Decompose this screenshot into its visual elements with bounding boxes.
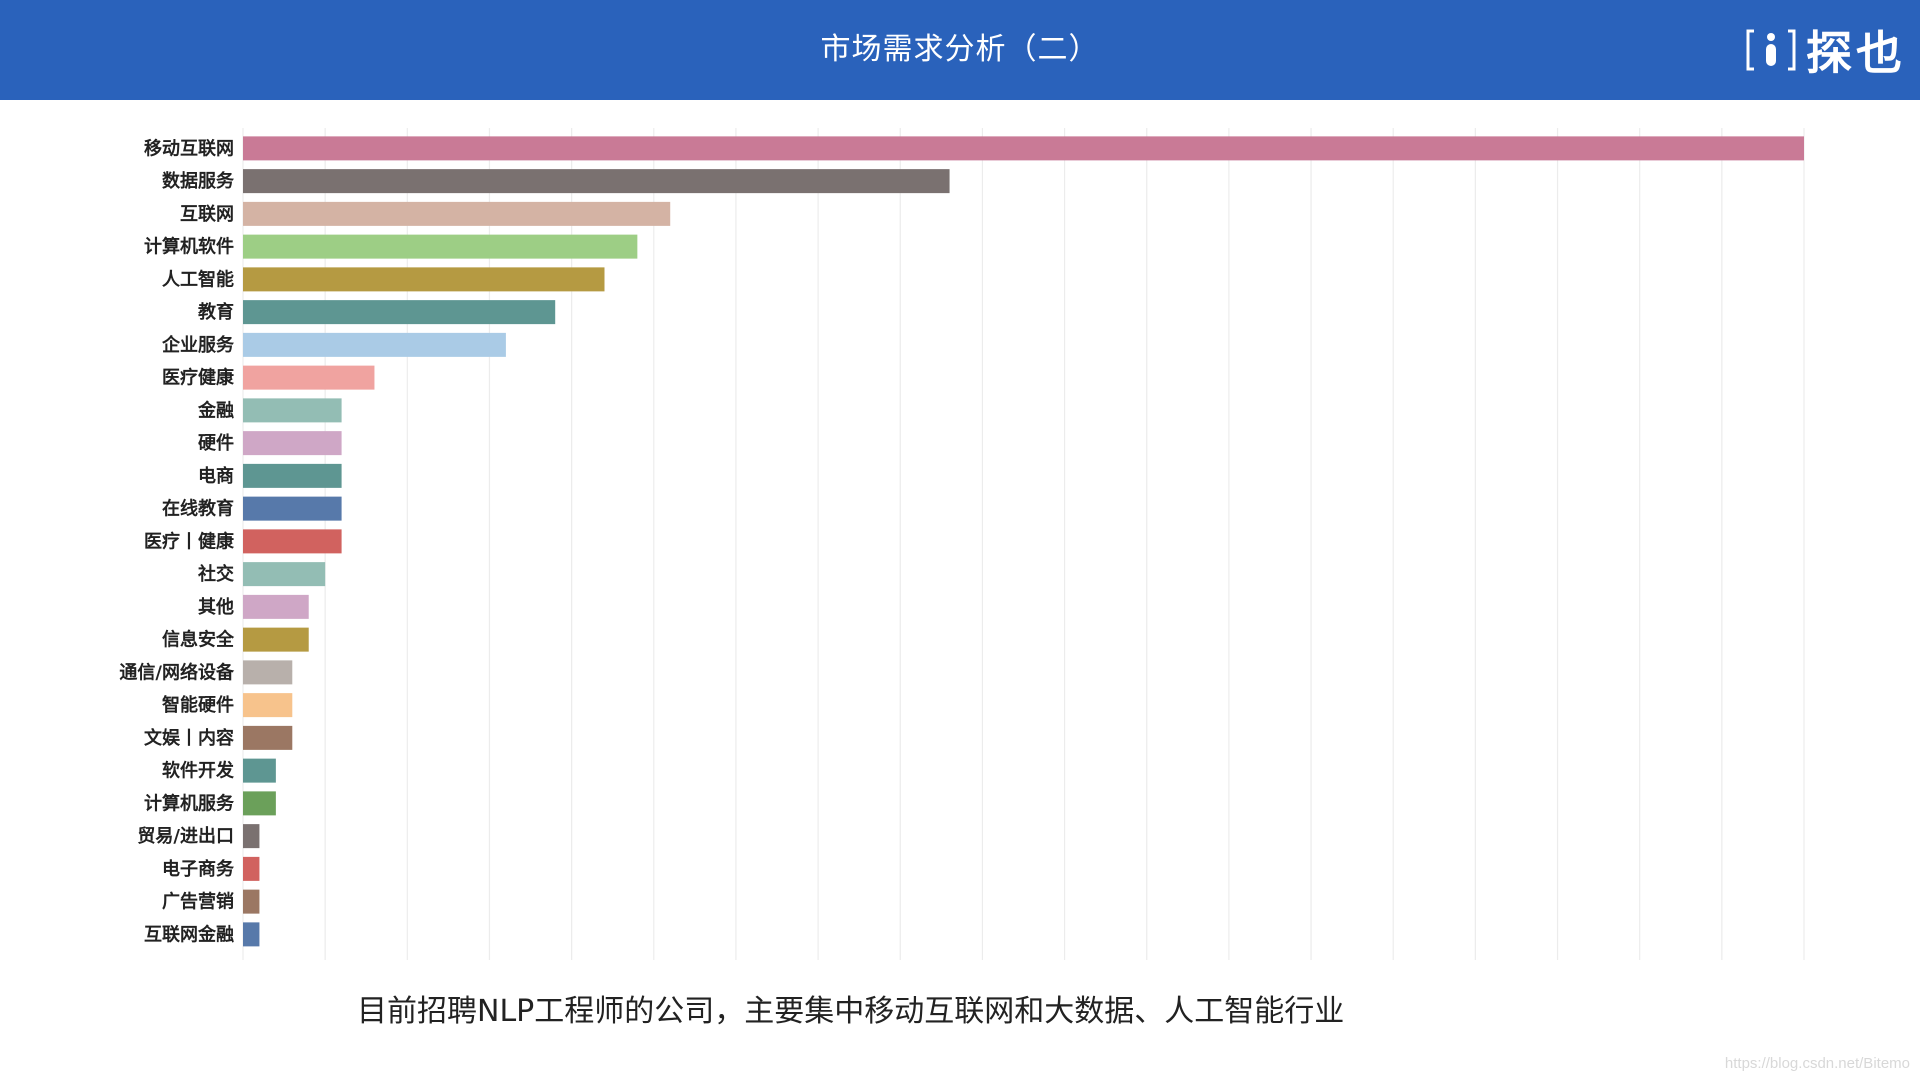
chart-svg: 移动互联网数据服务互联网计算机软件人工智能教育企业服务医疗健康金融硬件电商在线教…: [119, 128, 1805, 960]
page-title: 市场需求分析（二）: [820, 32, 1100, 67]
bar-3: [243, 234, 638, 259]
category-label: 互联网金融: [144, 923, 234, 945]
bar-19: [243, 758, 276, 783]
watermark: https://blog.csdn.net/Bitemo: [1724, 1055, 1910, 1072]
label-layer: 移动互联网数据服务互联网计算机软件人工智能教育企业服务医疗健康金融硬件电商在线教…: [119, 137, 235, 945]
bar-5: [243, 300, 556, 325]
category-label: 计算机软件: [144, 236, 234, 258]
bar-20: [243, 791, 276, 816]
category-label: 贸易/进出口: [137, 825, 234, 847]
bar-12: [243, 529, 342, 554]
category-label: 教育: [198, 301, 234, 323]
bar-21: [243, 824, 260, 849]
grid-layer: [242, 128, 1805, 960]
category-label: 互联网: [180, 204, 234, 225]
category-label: 人工智能: [162, 268, 234, 290]
category-label: 智能硬件: [162, 694, 234, 716]
bar-18: [243, 725, 293, 750]
bar-22: [243, 856, 260, 881]
category-label: 信息安全: [162, 629, 235, 651]
bar-2: [243, 201, 671, 226]
bar-13: [243, 562, 326, 587]
category-label: 数据服务: [162, 170, 235, 192]
bar-8: [243, 398, 342, 423]
category-label: 电子商务: [162, 858, 235, 880]
logo-mark-icon: [1746, 29, 1796, 71]
bar-0: [243, 136, 1804, 161]
category-label: 电商: [198, 465, 234, 487]
bar-11: [243, 496, 342, 521]
category-label: 计算机服务: [144, 792, 235, 814]
category-label: 医疗丨健康: [144, 530, 235, 552]
category-label: 硬件: [198, 432, 234, 454]
bar-chart: 移动互联网数据服务互联网计算机软件人工智能教育企业服务医疗健康金融硬件电商在线教…: [0, 120, 1920, 960]
category-label: 医疗健康: [162, 367, 235, 389]
category-label: 软件开发: [162, 760, 235, 782]
bar-6: [243, 332, 506, 357]
category-label: 文娱丨内容: [144, 727, 234, 749]
category-label: 通信/网络设备: [119, 661, 235, 683]
logo: 探也: [1746, 22, 1906, 80]
bar-layer: [243, 136, 1804, 947]
bar-4: [243, 267, 605, 292]
bar-10: [243, 463, 342, 488]
category-label: 其他: [198, 596, 234, 618]
bar-14: [243, 594, 309, 619]
category-label: 移动互联网: [144, 137, 234, 159]
category-label: 广告营销: [162, 891, 234, 913]
bar-23: [243, 889, 260, 914]
bar-7: [243, 365, 375, 390]
header-bar: 市场需求分析（二） 探也: [0, 0, 1920, 100]
bar-17: [243, 693, 293, 718]
category-label: 社交: [198, 563, 234, 585]
bar-16: [243, 660, 293, 685]
category-label: 金融: [197, 399, 234, 421]
category-label: 在线教育: [162, 498, 234, 520]
category-label: 企业服务: [161, 334, 235, 356]
bar-24: [243, 922, 260, 947]
bar-1: [243, 169, 950, 194]
logo-text: 探也: [1806, 26, 1906, 80]
bar-15: [243, 627, 309, 652]
caption-text: 目前招聘NLP工程师的公司，主要集中移动互联网和大数据、人工智能行业: [357, 994, 1345, 1029]
bar-9: [243, 431, 342, 456]
